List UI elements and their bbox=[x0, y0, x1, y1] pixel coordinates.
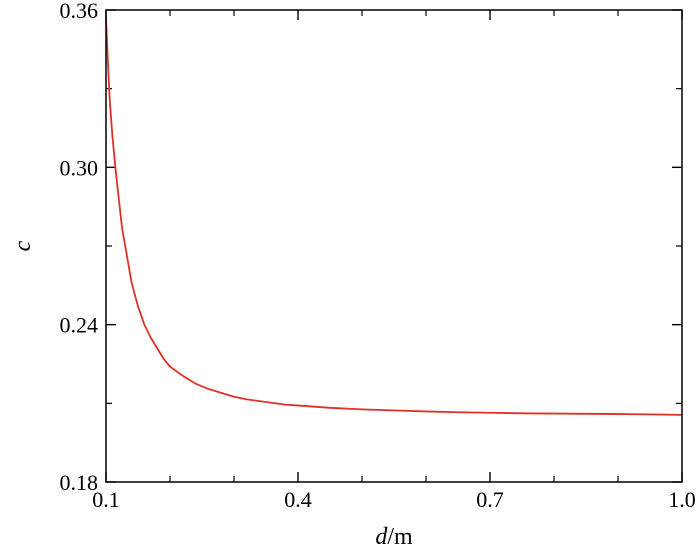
y-tick-label: 0.36 bbox=[60, 0, 99, 23]
x-axis-label: d/m bbox=[375, 524, 413, 550]
y-tick-label: 0.30 bbox=[60, 155, 99, 180]
x-axis-variable: d bbox=[375, 524, 388, 550]
y-axis-label: c bbox=[10, 240, 36, 251]
x-tick-label: 0.4 bbox=[284, 487, 312, 512]
series-line bbox=[105, 17, 683, 416]
x-tick-label: 0.1 bbox=[92, 487, 120, 512]
tick-labels: 0.1 0.4 0.7 1.0 0.18 0.24 0.30 0.36 bbox=[60, 0, 696, 512]
y-axis-variable: c bbox=[10, 240, 36, 251]
x-axis-unit: /m bbox=[387, 524, 413, 550]
x-tick-label: 0.7 bbox=[476, 487, 504, 512]
plot-frame bbox=[105, 9, 683, 483]
series-layer bbox=[105, 17, 683, 416]
y-tick-label: 0.18 bbox=[60, 470, 99, 495]
y-tick-label: 0.24 bbox=[60, 313, 99, 338]
x-tick-label: 1.0 bbox=[668, 487, 696, 512]
